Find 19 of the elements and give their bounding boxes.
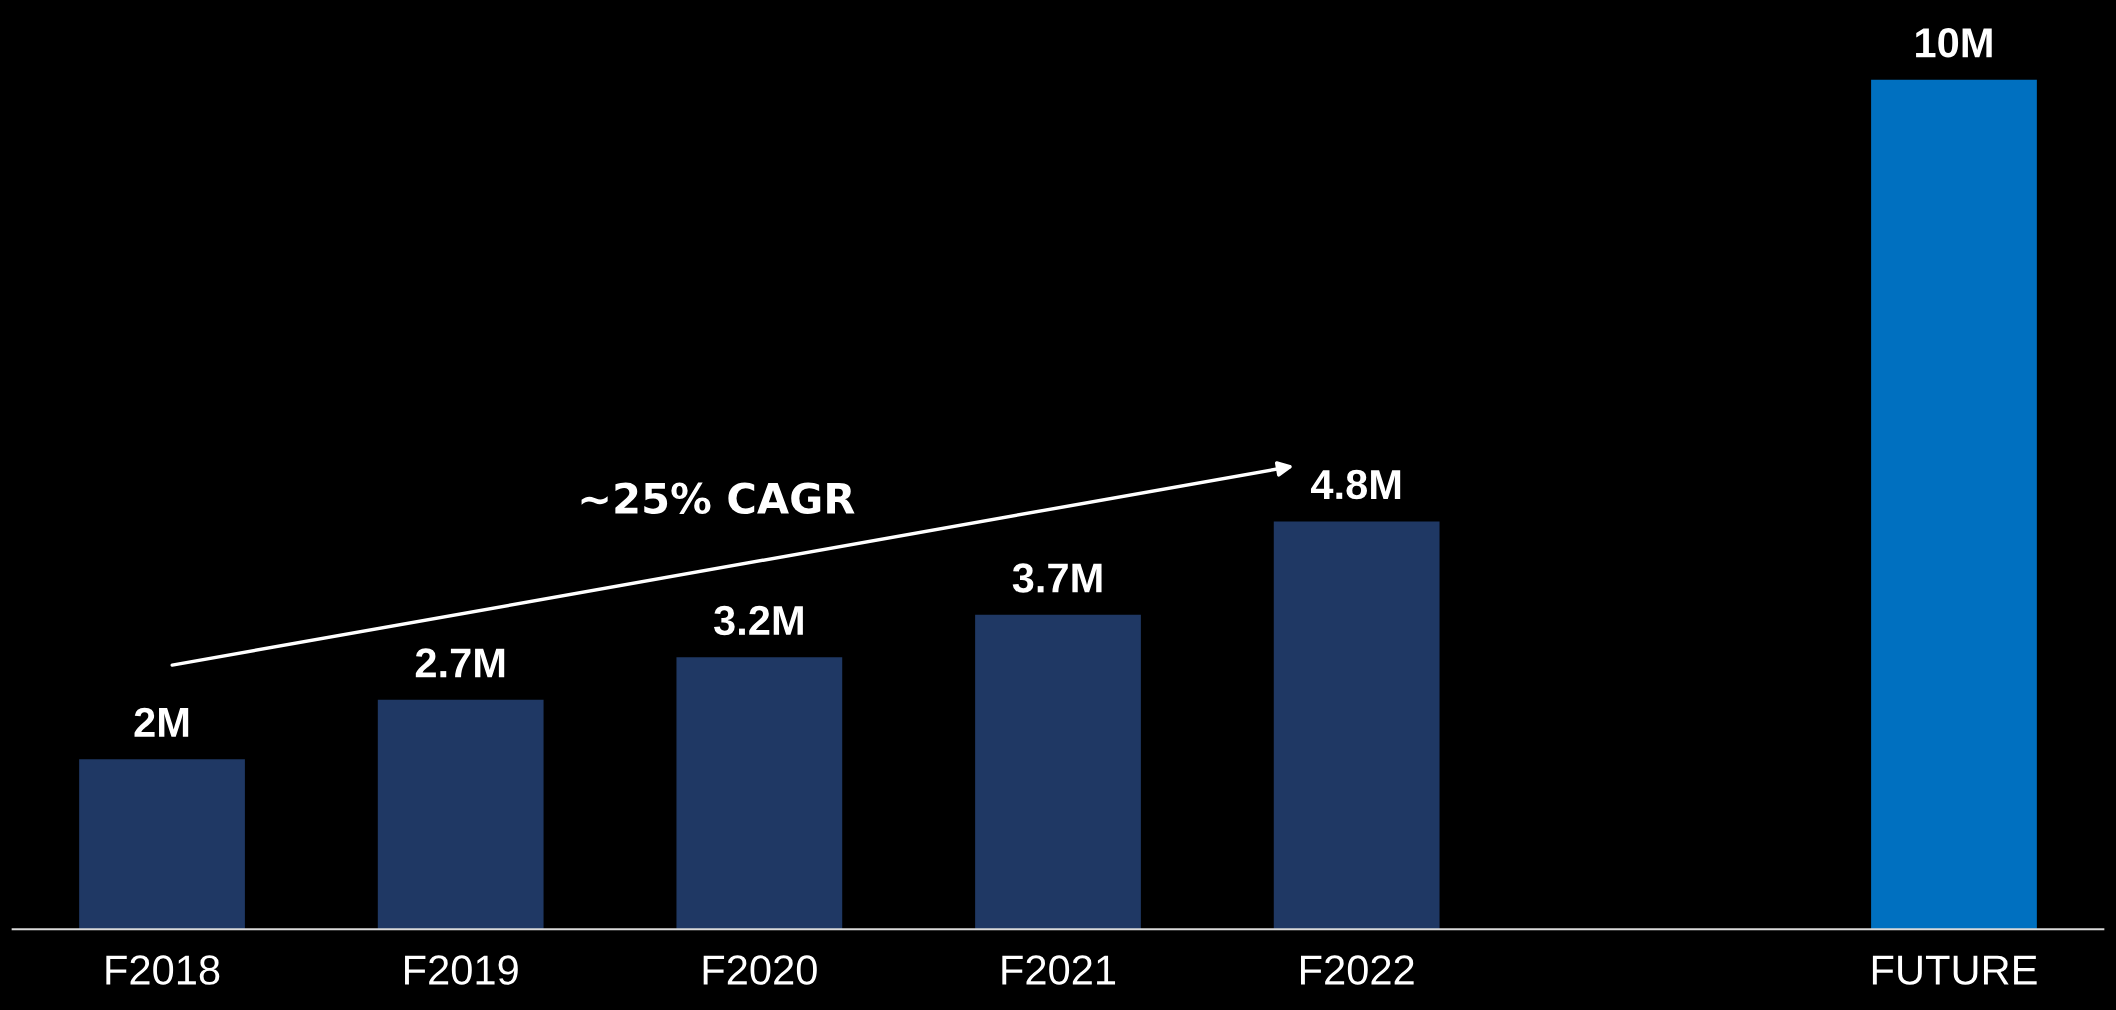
data-label: 3.2M <box>713 605 803 636</box>
bar <box>79 759 245 930</box>
x-tick-label: FUTURE <box>1872 955 2037 985</box>
x-tick-label: F2021 <box>1002 955 1116 985</box>
x-tick-label: F2020 <box>703 955 817 985</box>
bar <box>1273 521 1440 930</box>
data-label: 10M <box>1916 28 1992 58</box>
bar <box>975 614 1141 930</box>
annotation: ∼25% CAGR <box>581 482 855 515</box>
x-tick-label: F2018 <box>106 955 220 985</box>
x-tick-label: F2019 <box>405 955 518 985</box>
data-label: 4.8M <box>1310 469 1401 500</box>
bar <box>377 699 544 930</box>
bar <box>1871 79 2037 930</box>
x-tick-label: F2022 <box>1301 955 1414 985</box>
data-label: 2.7M <box>415 648 505 678</box>
bar <box>676 657 843 930</box>
data-label: 2M <box>134 707 189 737</box>
data-label: 3.7M <box>1012 563 1102 593</box>
